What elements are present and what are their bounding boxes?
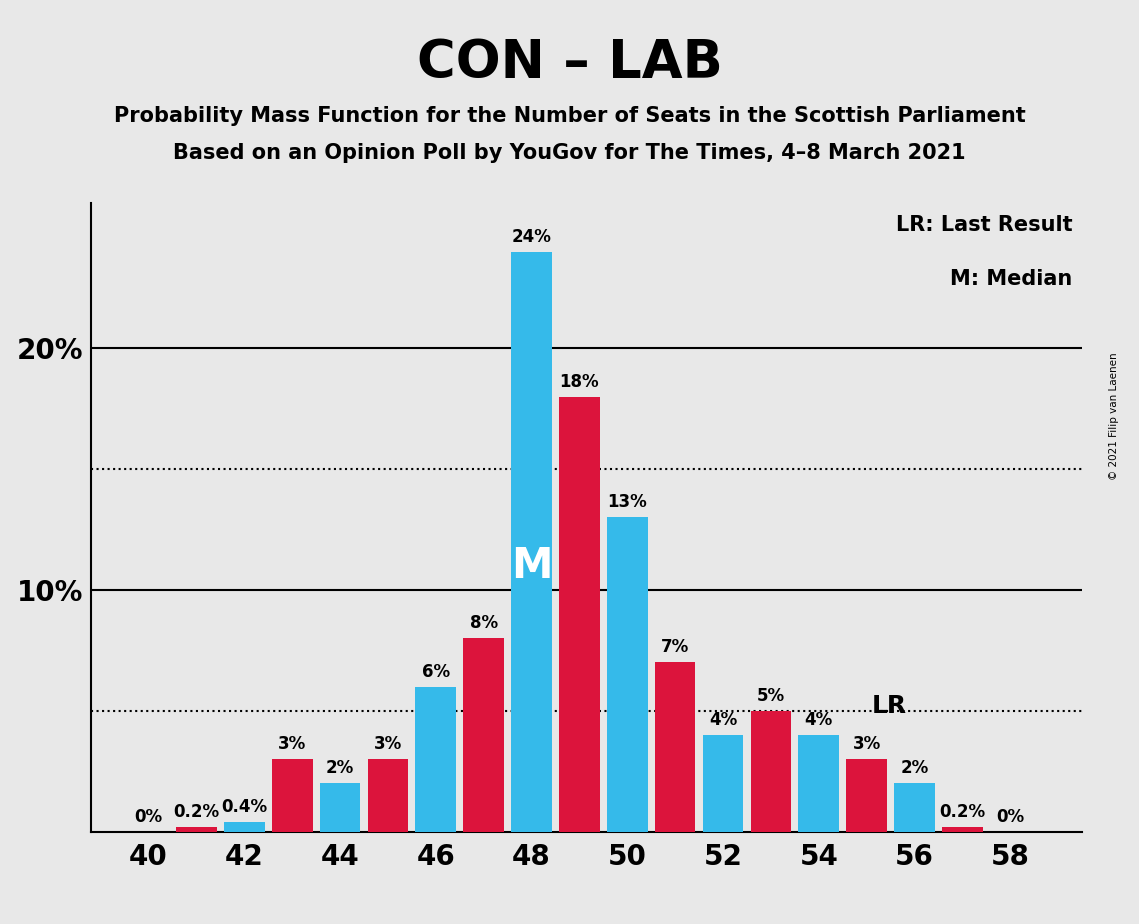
Bar: [511, 251, 552, 832]
Bar: [464, 638, 505, 832]
Text: M: M: [510, 545, 552, 587]
Text: 3%: 3%: [374, 736, 402, 753]
Bar: [655, 663, 696, 832]
Text: © 2021 Filip van Laenen: © 2021 Filip van Laenen: [1109, 352, 1118, 480]
Bar: [798, 735, 839, 832]
Text: Probability Mass Function for the Number of Seats in the Scottish Parliament: Probability Mass Function for the Number…: [114, 106, 1025, 127]
Bar: [942, 827, 983, 832]
Text: 0%: 0%: [997, 808, 1024, 825]
Text: LR: Last Result: LR: Last Result: [896, 215, 1073, 236]
Bar: [751, 711, 792, 832]
Text: 5%: 5%: [756, 687, 785, 705]
Text: 18%: 18%: [559, 372, 599, 391]
Text: 2%: 2%: [326, 760, 354, 777]
Bar: [177, 827, 216, 832]
Bar: [703, 735, 744, 832]
Text: M: Median: M: Median: [950, 269, 1073, 288]
Text: 3%: 3%: [278, 736, 306, 753]
Bar: [416, 687, 456, 832]
Bar: [224, 822, 264, 832]
Text: Based on an Opinion Poll by YouGov for The Times, 4–8 March 2021: Based on an Opinion Poll by YouGov for T…: [173, 143, 966, 164]
Bar: [559, 396, 600, 832]
Text: 0.4%: 0.4%: [221, 798, 268, 816]
Text: CON – LAB: CON – LAB: [417, 37, 722, 89]
Text: 0%: 0%: [134, 808, 163, 825]
Text: 4%: 4%: [804, 711, 833, 729]
Text: 2%: 2%: [900, 760, 928, 777]
Text: 7%: 7%: [661, 638, 689, 656]
Bar: [320, 784, 360, 832]
Text: LR: LR: [871, 694, 907, 718]
Bar: [846, 760, 887, 832]
Text: 13%: 13%: [607, 493, 647, 511]
Text: 4%: 4%: [708, 711, 737, 729]
Bar: [607, 517, 648, 832]
Bar: [368, 760, 408, 832]
Text: 8%: 8%: [469, 614, 498, 632]
Text: 6%: 6%: [421, 663, 450, 681]
Text: 24%: 24%: [511, 227, 551, 246]
Text: 0.2%: 0.2%: [940, 803, 985, 821]
Text: 0.2%: 0.2%: [173, 803, 220, 821]
Bar: [272, 760, 312, 832]
Text: 3%: 3%: [852, 736, 880, 753]
Bar: [894, 784, 935, 832]
